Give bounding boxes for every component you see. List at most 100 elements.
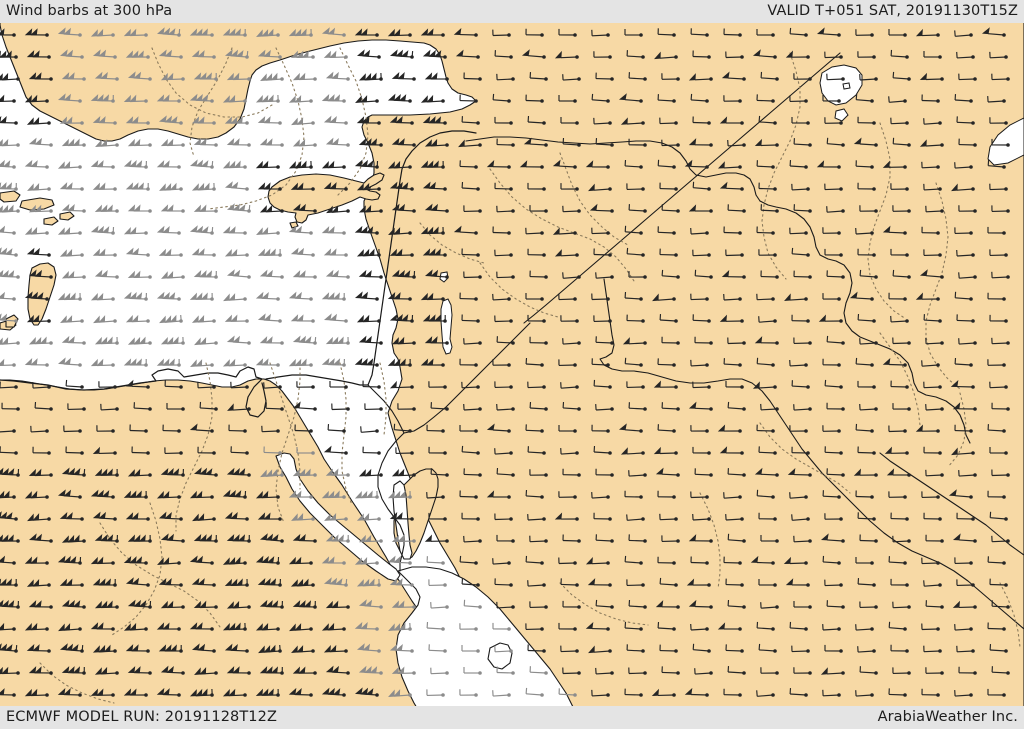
barb-pennant [420,226,428,235]
barb-shaft [690,165,708,168]
wind-barb [57,27,82,37]
barb-station-dot [742,143,746,147]
admin-line-egypt-4 [269,362,301,490]
barb-pennant [166,138,174,146]
wind-barb [288,95,313,103]
barb-shaft [131,451,149,454]
barb-shaft [695,407,712,410]
wind-barb [554,50,579,59]
wind-barb [356,49,381,59]
wind-barb [321,160,346,169]
barb-pennant [882,225,891,233]
admin-line-turkey-1 [151,47,273,118]
barb-pennant [57,93,66,101]
map-canvas[interactable] [0,23,1024,706]
barb-shaft [530,77,547,80]
barb-pennant [189,93,198,101]
barb-shaft [990,56,1007,59]
wind-barb [92,248,117,257]
barb-pennant [433,116,442,124]
wind-barb [290,247,315,257]
barb-pennant [288,28,296,37]
barb-pennant [1,204,9,213]
barb-shaft [294,429,312,432]
wind-barb [657,94,676,103]
barb-full [81,645,84,652]
border-israel-egypt [377,432,405,572]
barb-pennant [816,160,825,168]
wind-barb [156,94,181,103]
wind-barb [624,225,643,235]
wind-barb [519,160,544,169]
barb-pennant [0,247,2,255]
barb-pennant [266,28,274,37]
barb-shaft [628,539,646,542]
barb-shaft [955,34,972,37]
barb-pennant [222,160,230,169]
barb-shaft [692,386,710,389]
barb-pennant [0,159,5,167]
barb-pennant [6,204,14,213]
barb-pennant [125,182,134,190]
barb-pennant [200,160,209,168]
barb-shaft [888,363,906,366]
barb-shaft [758,451,776,454]
barb-shaft [758,187,776,190]
barb-shaft [789,562,807,565]
wind-barb [923,183,942,191]
barb-shaft [462,187,479,190]
wind-barb [158,248,183,257]
barb-pennant [159,183,166,191]
wind-barb [793,204,812,213]
barb-pennant [292,139,300,147]
barb-pennant [261,29,269,37]
barb-shaft [956,121,974,124]
barb-pennant [228,226,236,234]
barb-pennant [387,93,396,101]
wind-barb [552,227,577,235]
wind-barb [654,51,678,60]
barb-pennant [230,248,238,257]
barb-pennant [292,72,300,81]
barb-shaft [760,473,778,476]
wind-barb [257,248,282,257]
map-svg [0,23,1024,706]
barb-shaft [691,33,708,36]
barb-pennant [65,182,73,190]
barb-shaft [658,231,675,234]
barb-pennant [235,116,243,124]
barb-pennant [296,117,304,125]
barb-pennant [323,50,331,58]
wind-barb [756,29,775,37]
barb-shaft [892,342,910,345]
wind-barb [125,50,150,59]
wind-barb [789,95,808,103]
wind-barb [159,182,183,191]
barb-pennant [224,49,233,57]
wind-barb [492,29,511,37]
wind-barb [256,28,280,37]
wind-barb [0,94,16,103]
barb-full [758,115,761,122]
barb-shaft [690,496,708,499]
wind-barb [521,49,546,59]
barb-shaft [827,143,844,146]
wind-barb [387,160,412,169]
barb-pennant [125,247,134,255]
barb-pennant [125,50,133,58]
barb-shaft [527,649,545,652]
wind-barb [496,138,515,147]
wind-barb [789,227,808,235]
barb-pennant [0,50,7,58]
barb-pennant [67,72,75,80]
barb-shaft [527,386,545,389]
wind-barb [358,72,383,81]
barb-pennant [34,137,42,145]
barb-full [492,93,495,100]
barb-pennant [255,160,263,169]
barb-shaft [955,166,972,169]
barb-pennant [301,50,309,58]
barb-pennant [393,227,401,235]
wind-barb [758,182,777,191]
